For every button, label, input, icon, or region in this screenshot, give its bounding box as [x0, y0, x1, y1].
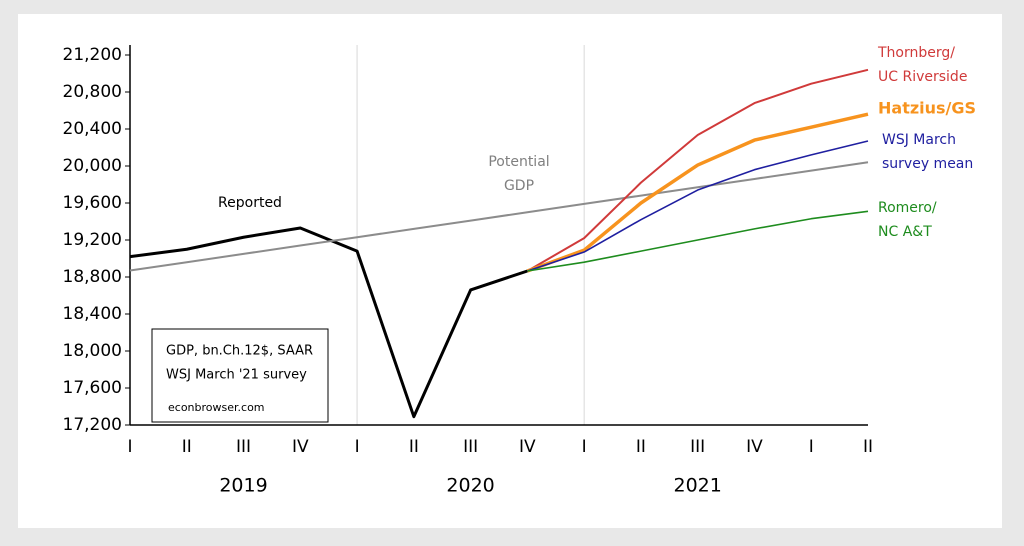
x-tick-label: IV	[292, 437, 309, 457]
chart-background	[18, 14, 1002, 528]
y-tick-label: 20,000	[63, 156, 122, 176]
x-tick-label: II	[636, 437, 646, 457]
y-tick-label: 19,600	[63, 193, 122, 213]
x-tick-label: I	[582, 437, 587, 457]
y-tick-label: 18,000	[63, 341, 122, 361]
year-label: 2021	[674, 475, 722, 497]
y-tick-label: 18,800	[63, 267, 122, 287]
x-tick-label: I	[809, 437, 814, 457]
series-line	[129, 161, 869, 272]
series-label: GDP	[504, 178, 534, 194]
note-box	[151, 328, 329, 423]
note: WSJ March '21 survey	[166, 368, 307, 383]
series-line	[527, 210, 869, 272]
x-tick-label: IV	[746, 437, 763, 457]
x-tick-label: II	[863, 437, 873, 457]
x-tick-label: IV	[519, 437, 536, 457]
y-tick-label: 21,200	[63, 45, 122, 65]
x-tick-label: III	[690, 437, 705, 457]
series-line	[527, 140, 869, 272]
series-label: Hatzius/GS	[878, 99, 976, 118]
source: econbrowser.com	[168, 401, 265, 414]
x-tick-label: I	[355, 437, 360, 457]
series-line	[526, 112, 869, 273]
series-label: Thornberg/	[877, 45, 955, 61]
series-label: Potential	[488, 154, 549, 170]
series-line	[526, 68, 869, 272]
x-tick-label: I	[127, 437, 132, 457]
x-tick-label: III	[236, 437, 251, 457]
note: GDP, bn.Ch.12$, SAAR	[166, 344, 313, 359]
series-label: survey mean	[882, 156, 973, 172]
series-label: Reported	[218, 195, 282, 211]
y-tick-label: 17,200	[63, 415, 122, 435]
series-line	[129, 226, 528, 419]
y-tick-label: 19,200	[63, 230, 122, 250]
series-label: Romero/	[878, 200, 937, 216]
y-tick-label: 17,600	[63, 378, 122, 398]
x-tick-label: II	[182, 437, 192, 457]
x-tick-label: II	[409, 437, 419, 457]
x-tick-label: III	[463, 437, 478, 457]
y-tick-label: 20,800	[63, 82, 122, 102]
y-tick-label: 20,400	[63, 119, 122, 139]
series-label: NC A&T	[878, 224, 932, 240]
y-tick-label: 18,400	[63, 304, 122, 324]
year-label: 2019	[219, 475, 267, 497]
year-label: 2020	[446, 475, 494, 497]
series-label: WSJ March	[882, 132, 956, 148]
series-label: UC Riverside	[878, 69, 967, 85]
